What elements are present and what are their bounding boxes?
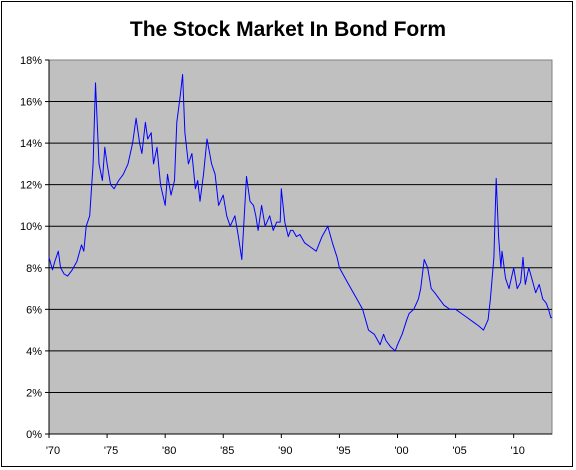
y-tick-label: 18% (20, 55, 42, 67)
axes (48, 60, 552, 438)
x-tick-label: '90 (278, 445, 292, 457)
y-tick-label: 10% (20, 221, 42, 233)
y-tick-label: 6% (26, 304, 42, 316)
y-tick-label: 14% (20, 138, 42, 150)
x-tick-label: '95 (336, 445, 350, 457)
x-tick-label: '05 (452, 445, 466, 457)
plot-area (48, 59, 553, 435)
x-tick-label: '10 (510, 445, 524, 457)
y-tick-label: 0% (26, 429, 42, 441)
series-layer (48, 74, 552, 352)
y-tick-label: 2% (26, 387, 42, 399)
x-tick-label: '00 (394, 445, 408, 457)
gridlines (45, 59, 552, 435)
x-tick-label: '85 (220, 445, 234, 457)
chart-title: The Stock Market In Bond Form (129, 18, 447, 41)
y-tick-label: 12% (20, 180, 42, 192)
y-tick-label: 8% (26, 263, 42, 275)
y-tick-label: 4% (26, 346, 42, 358)
x-tick-label: '80 (162, 445, 176, 457)
x-tick-label: '75 (104, 445, 118, 457)
x-tick-label: '70 (46, 445, 60, 457)
y-tick-label: 16% (20, 97, 42, 109)
series-line (48, 74, 552, 352)
x-tick-labels: '70 '75 '80 '85 '90 '95 '00 '05 '10 (46, 445, 525, 457)
y-tick-labels: 0% 2% 4% 6% 8% 10% 12% 14% 16% 18% (20, 55, 42, 441)
